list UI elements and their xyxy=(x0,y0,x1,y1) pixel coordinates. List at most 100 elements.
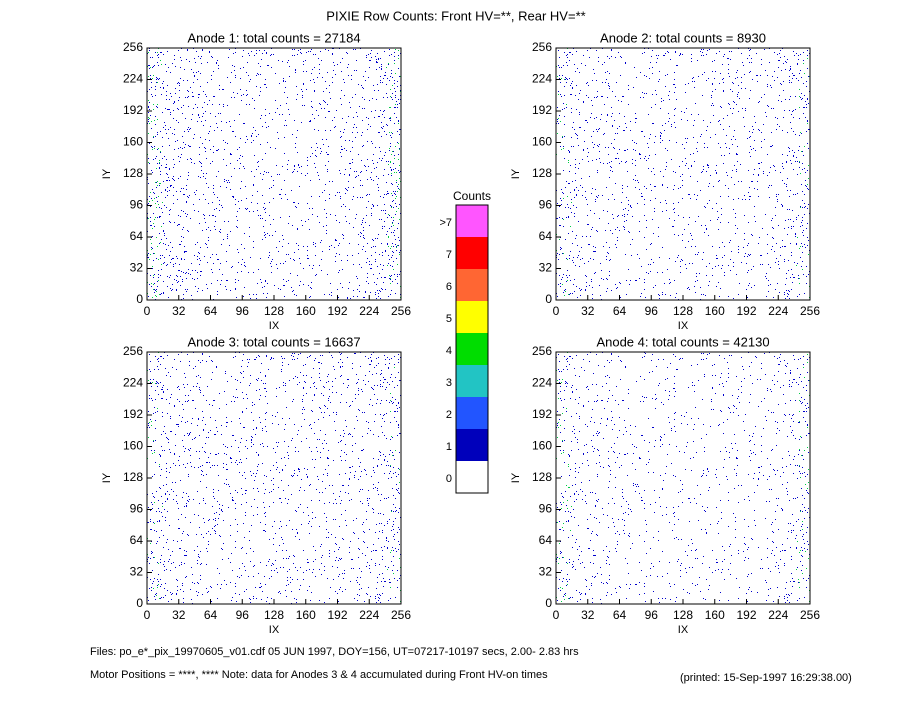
y-tick-label: 96 xyxy=(130,502,144,516)
y-tick-label: 224 xyxy=(532,72,552,86)
x-tick-label: 0 xyxy=(553,608,560,622)
x-tick-label: 0 xyxy=(144,304,151,318)
x-axis-label: IX xyxy=(269,320,280,332)
y-tick-label: 0 xyxy=(545,292,552,306)
x-tick-label: 64 xyxy=(204,608,218,622)
x-tick-label: 0 xyxy=(144,608,151,622)
colorbar-label: >7 xyxy=(439,217,452,229)
x-tick-label: 224 xyxy=(359,304,379,318)
y-tick-label: 192 xyxy=(532,407,552,421)
x-axis-label: IX xyxy=(678,320,689,332)
x-tick-label: 160 xyxy=(705,304,725,318)
colorbar-label: 3 xyxy=(446,377,452,389)
y-tick-label: 192 xyxy=(532,103,552,117)
x-tick-label: 64 xyxy=(613,304,627,318)
panel-title: Anode 2: total counts = 8930 xyxy=(600,30,766,45)
x-tick-label: 96 xyxy=(645,304,659,318)
y-tick-label: 32 xyxy=(539,261,553,275)
y-tick-label: 256 xyxy=(123,40,143,54)
x-axis-label: IX xyxy=(678,624,689,636)
x-tick-label: 160 xyxy=(296,608,316,622)
y-tick-label: 256 xyxy=(123,344,143,358)
x-tick-label: 64 xyxy=(613,608,627,622)
colorbar-swatch xyxy=(456,333,488,365)
y-tick-label: 224 xyxy=(532,376,552,390)
colorbar-label: 1 xyxy=(446,441,452,453)
y-tick-label: 192 xyxy=(123,407,143,421)
y-tick-label: 64 xyxy=(130,533,144,547)
y-tick-label: 32 xyxy=(130,565,144,579)
x-tick-label: 224 xyxy=(768,304,788,318)
y-tick-label: 224 xyxy=(123,376,143,390)
colorbar-label: 4 xyxy=(446,345,452,357)
y-tick-label: 256 xyxy=(532,40,552,54)
x-tick-label: 256 xyxy=(391,304,411,318)
x-tick-label: 64 xyxy=(204,304,218,318)
x-tick-label: 192 xyxy=(327,304,347,318)
y-tick-label: 64 xyxy=(539,533,553,547)
colorbar-label: 6 xyxy=(446,281,452,293)
colorbar-label: 7 xyxy=(446,249,452,261)
colorbar-swatch xyxy=(456,397,488,429)
page-title: PIXIE Row Counts: Front HV=**, Rear HV=*… xyxy=(326,8,585,23)
x-tick-label: 96 xyxy=(645,608,659,622)
footer-motor: Motor Positions = ****, **** Note: data … xyxy=(90,669,548,681)
colorbar-swatch xyxy=(456,429,488,461)
x-tick-label: 256 xyxy=(800,608,820,622)
x-tick-label: 32 xyxy=(581,608,595,622)
count-pixels-high xyxy=(147,48,401,298)
count-pixels xyxy=(556,352,810,604)
x-axis-label: IX xyxy=(269,624,280,636)
colorbar-swatch xyxy=(456,365,488,397)
y-tick-label: 128 xyxy=(532,166,552,180)
plot-frame xyxy=(555,351,811,605)
colorbar-swatch xyxy=(456,269,488,301)
colorbar-swatch xyxy=(456,461,488,493)
y-tick-label: 96 xyxy=(539,502,553,516)
y-tick-label: 96 xyxy=(130,198,144,212)
y-tick-label: 224 xyxy=(123,72,143,86)
x-tick-label: 128 xyxy=(264,304,284,318)
x-tick-label: 96 xyxy=(236,304,250,318)
y-tick-label: 64 xyxy=(539,229,553,243)
y-tick-label: 0 xyxy=(136,596,143,610)
y-tick-label: 192 xyxy=(123,103,143,117)
count-pixels-high xyxy=(556,352,810,602)
colorbar-label: 0 xyxy=(446,473,452,485)
count-pixels xyxy=(556,48,810,300)
footer-files: Files: po_e*_pix_19970605_v01.cdf 05 JUN… xyxy=(90,646,579,658)
x-tick-label: 32 xyxy=(581,304,595,318)
colorbar-label: 2 xyxy=(446,409,452,421)
panel-title: Anode 3: total counts = 16637 xyxy=(187,334,360,349)
colorbar-label: 5 xyxy=(446,313,452,325)
x-tick-label: 160 xyxy=(296,304,316,318)
count-pixels xyxy=(147,48,401,300)
colorbar-swatch xyxy=(456,205,488,237)
y-tick-label: 256 xyxy=(532,344,552,358)
x-tick-label: 192 xyxy=(736,608,756,622)
x-tick-label: 160 xyxy=(705,608,725,622)
colorbar-frame xyxy=(455,204,489,494)
plot-frame xyxy=(146,47,402,301)
colorbar-title: Counts xyxy=(453,189,491,203)
y-tick-label: 128 xyxy=(532,470,552,484)
y-axis-label: IY xyxy=(510,168,522,179)
x-tick-label: 128 xyxy=(264,608,284,622)
footer-printed: (printed: 15-Sep-1997 16:29:38.00) xyxy=(680,672,852,684)
x-tick-label: 192 xyxy=(327,608,347,622)
y-tick-label: 0 xyxy=(136,292,143,306)
x-tick-label: 256 xyxy=(800,304,820,318)
y-tick-label: 32 xyxy=(130,261,144,275)
count-pixels xyxy=(147,352,401,604)
x-tick-label: 96 xyxy=(236,608,250,622)
x-tick-label: 128 xyxy=(673,608,693,622)
y-tick-label: 32 xyxy=(539,565,553,579)
y-axis-label: IY xyxy=(510,472,522,483)
x-tick-label: 128 xyxy=(673,304,693,318)
x-tick-label: 0 xyxy=(553,304,560,318)
y-tick-label: 160 xyxy=(532,439,552,453)
y-tick-label: 64 xyxy=(130,229,144,243)
y-tick-label: 160 xyxy=(123,439,143,453)
y-tick-label: 0 xyxy=(545,596,552,610)
